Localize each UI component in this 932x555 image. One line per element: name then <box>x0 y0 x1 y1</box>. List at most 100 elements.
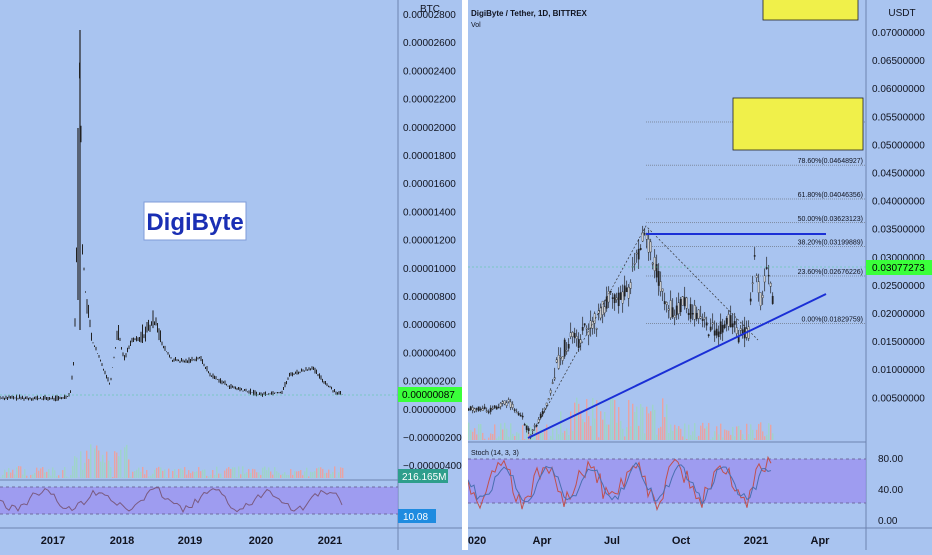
right-volume-bar <box>572 431 573 440</box>
right-stoch-tick-label: 40.00 <box>878 485 903 496</box>
right-candle-body <box>682 297 683 306</box>
fib-level-label: 78.60%(0.04648927) <box>798 158 863 165</box>
left-volume-bar <box>56 476 57 478</box>
right-volume-bar <box>490 433 491 440</box>
left-volume-bar <box>10 473 11 478</box>
left-volume-bar <box>150 476 151 478</box>
left-volume-bar <box>200 471 201 478</box>
right-volume-bar <box>478 424 479 440</box>
right-volume-bar <box>488 438 489 440</box>
right-x-tick-label: Apr <box>811 535 831 547</box>
right-volume-bar <box>500 423 501 440</box>
right-candle-body <box>468 409 469 411</box>
right-y-tick-label: 0.06500000 <box>872 56 925 67</box>
right-volume-bar <box>688 425 689 440</box>
left-volume-bar <box>308 476 309 478</box>
right-volume-bar <box>654 410 655 440</box>
left-x-tick-label: 2020 <box>249 535 273 547</box>
left-volume-bar <box>6 472 7 478</box>
left-volume-bar <box>226 468 227 478</box>
right-candle-body <box>618 293 619 306</box>
right-candle-body <box>556 360 557 362</box>
left-volume-bar <box>304 471 305 478</box>
right-candle-body <box>722 325 723 332</box>
left-volume-bar <box>248 469 249 478</box>
right-volume-bar <box>758 424 759 440</box>
right-candle-body <box>572 332 573 336</box>
right-volume-bar <box>620 421 621 440</box>
right-candle-body <box>496 407 497 409</box>
right-volume-bar <box>480 424 481 440</box>
right-candle-body <box>586 328 587 329</box>
right-volume-bar <box>750 424 751 440</box>
right-volume-bar <box>644 433 645 440</box>
right-volume-bar <box>694 423 695 440</box>
right-candle-body <box>656 264 657 277</box>
right-candle-body <box>550 390 551 393</box>
left-volume-bar <box>204 469 205 478</box>
right-volume-bar <box>586 399 587 440</box>
left-volume-bar <box>288 475 289 478</box>
left-volume-bar <box>84 463 85 478</box>
left-volume-bar <box>270 471 271 478</box>
right-x-axis-ticks: 2020AprJulOct2021Apr <box>468 535 830 547</box>
right-candle-body <box>712 323 713 324</box>
right-y-tick-label: 0.00500000 <box>872 393 925 404</box>
right-volume-bar <box>768 423 769 440</box>
right-candle-body <box>542 411 543 414</box>
left-price-badge: 0.00000087 <box>402 390 455 401</box>
left-volume-bar <box>218 474 219 478</box>
right-candle-body <box>580 340 581 343</box>
right-candle-body <box>728 314 729 326</box>
left-volume-bar <box>144 474 145 478</box>
right-volume-bar <box>570 412 571 440</box>
right-candle-body <box>470 407 471 410</box>
right-volume-bar <box>718 434 719 440</box>
right-candle-body <box>710 327 711 330</box>
right-stoch-label: Stoch (14, 3, 3) <box>471 450 519 457</box>
left-volume-bar <box>272 475 273 478</box>
left-volume-badge: 216.165M <box>402 472 446 483</box>
right-volume-bar <box>646 407 647 440</box>
right-volume-bar <box>574 403 575 440</box>
right-y-tick-label: 0.03500000 <box>872 225 925 236</box>
left-volume-bar <box>96 446 97 478</box>
right-volume-bar <box>720 424 721 440</box>
right-candle-body <box>706 323 707 325</box>
right-volume-bar <box>560 411 561 440</box>
left-volume-bar <box>112 477 113 478</box>
left-volume-bar <box>74 456 75 478</box>
right-candle-body <box>540 414 541 418</box>
left-volume-bar <box>38 471 39 478</box>
left-volume-bar <box>322 469 323 478</box>
left-volume-bar <box>162 471 163 478</box>
left-volume-bar <box>158 467 159 478</box>
right-candle-body <box>756 276 757 278</box>
left-volume-bar <box>262 468 263 478</box>
right-volume-bars <box>468 397 773 440</box>
left-volume-bar <box>80 451 81 478</box>
right-candle-body <box>498 407 499 408</box>
right-candle-body <box>630 282 631 288</box>
left-volume-bar <box>290 469 291 478</box>
right-volume-bar <box>630 426 631 440</box>
left-volume-bar <box>98 450 99 478</box>
right-candle-body <box>490 408 491 411</box>
left-volume-bar <box>100 462 101 478</box>
left-volume-bar <box>330 474 331 478</box>
right-candle-body <box>646 235 647 239</box>
left-volume-bar <box>246 472 247 478</box>
right-volume-bar <box>522 425 523 440</box>
right-candle-body <box>548 399 549 400</box>
left-volume-bar <box>300 470 301 478</box>
right-candle-body <box>678 303 679 314</box>
right-candle-body <box>578 339 579 348</box>
left-volume-bar <box>102 455 103 478</box>
right-chart-panel[interactable]: 100.00%(0.05416486)78.60%(0.04648927)61.… <box>468 0 932 550</box>
right-candle-body <box>494 406 495 408</box>
left-volume-bar <box>254 469 255 478</box>
left-volume-bar <box>132 472 133 478</box>
left-y-tick-label: 0.00001200 <box>403 236 456 247</box>
